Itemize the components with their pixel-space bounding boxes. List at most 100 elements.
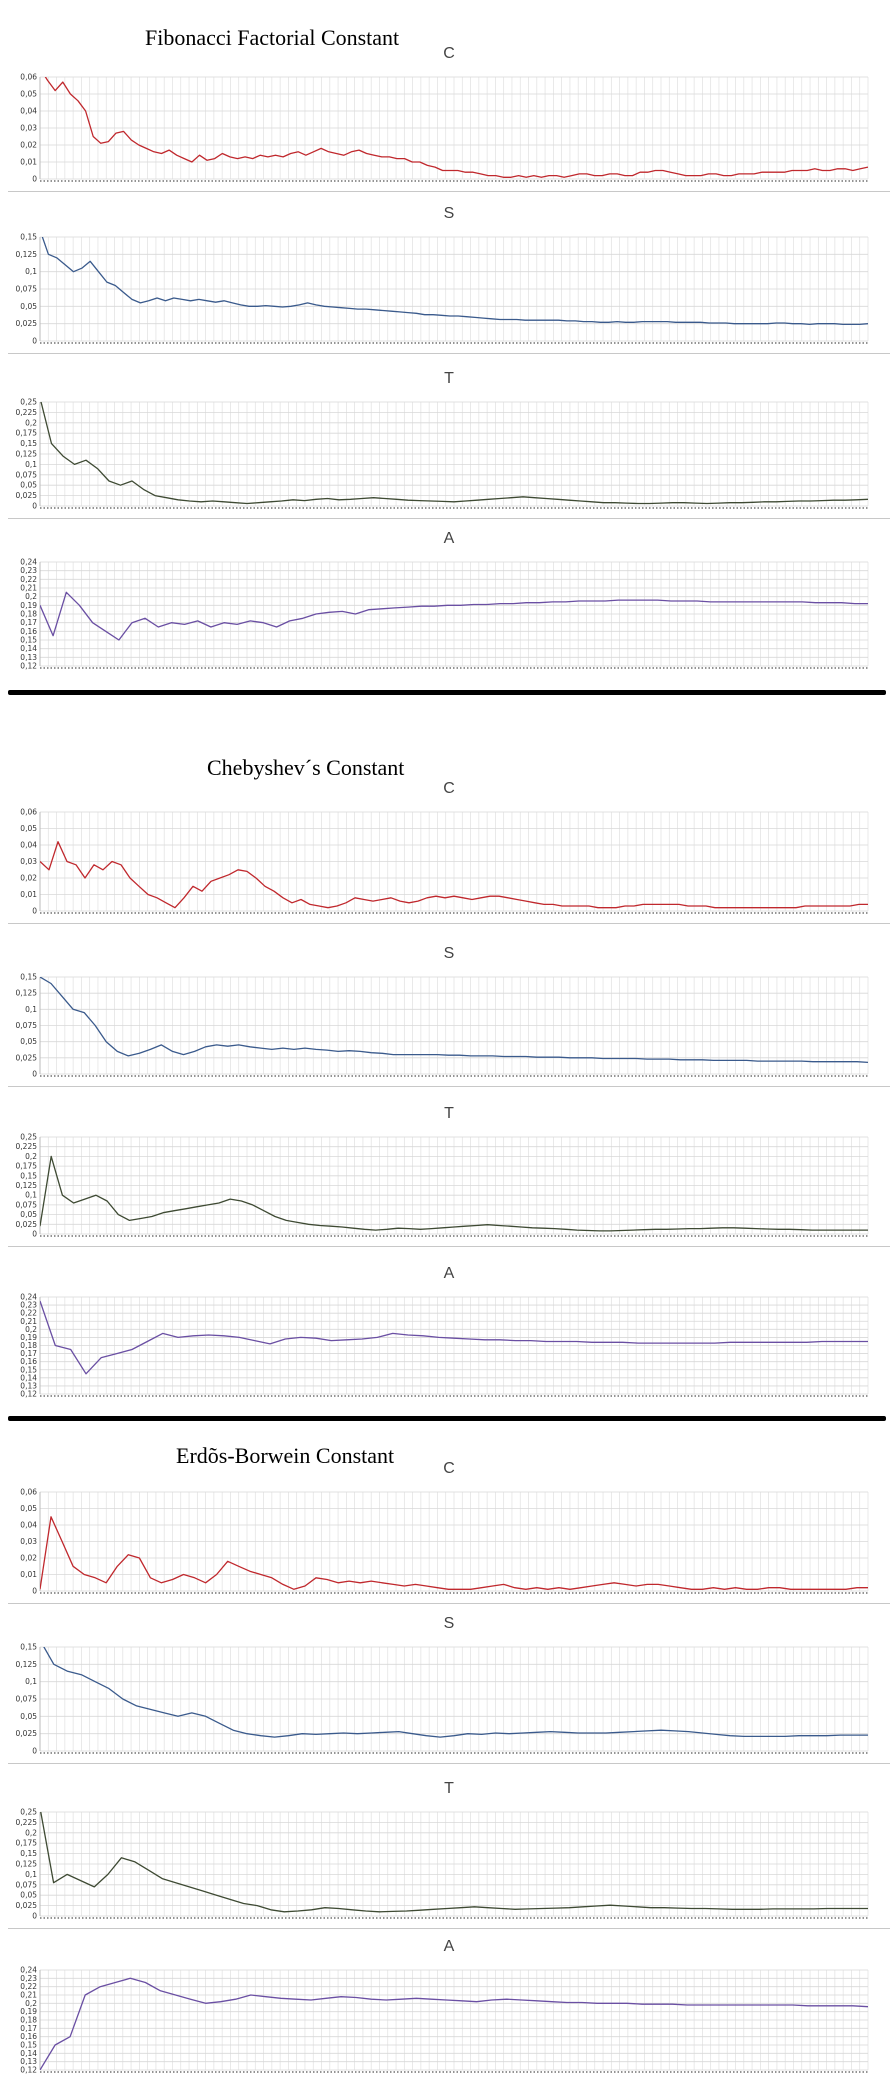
series-line [40,402,868,505]
y-tick-label: 0,1 [25,1870,37,1879]
y-tick-label: 0,125 [16,989,38,998]
y-tick-label: 0,05 [20,481,37,490]
line-chart: 00,0250,050,0750,10,1250,150,1750,20,225… [16,1808,869,1921]
panel-divider [8,191,890,192]
y-tick-label: 0,16 [20,2032,37,2041]
y-tick-label: 0,25 [20,1133,37,1142]
y-tick-label: 0,125 [16,1660,38,1669]
y-tick-label: 0,24 [20,1293,37,1302]
y-tick-label: 0,075 [16,285,38,294]
series-line [44,77,868,178]
y-tick-label: 0,12 [20,1390,37,1399]
y-tick-label: 0,24 [20,558,37,567]
y-tick-label: 0,025 [16,1901,38,1910]
chart-title: S [443,945,455,962]
y-tick-label: 0,15 [20,1643,37,1652]
y-tick-label: 0,02 [20,1554,37,1563]
panel-divider [8,1928,890,1929]
chart-panel-s: S 0 0,025 0,05 0,075 0,1 0,125 0,15 [8,205,890,355]
y-tick-label: 0,06 [20,808,37,817]
line-chart: 0,120,130,140,150,160,170,180,190,20,210… [20,558,869,671]
section-divider [8,1416,886,1421]
chart-title: S [443,205,455,222]
y-tick-label: 0,16 [20,627,37,636]
y-tick-label: 0,23 [20,1974,37,1983]
panel-divider [8,1603,890,1604]
y-tick-label: 0,23 [20,1301,37,1310]
y-tick-label: 0,075 [16,1695,38,1704]
series-line [40,1155,868,1232]
y-tick-label: 0,02 [20,141,37,150]
y-tick-label: 0,19 [20,2007,37,2016]
panel-divider [8,1246,890,1247]
y-tick-label: 0,2 [25,1828,37,1837]
y-tick-label: 0,16 [20,1357,37,1366]
y-tick-label: 0,25 [20,398,37,407]
y-tick-label: 0,025 [16,1729,38,1738]
y-tick-label: 0,06 [20,1488,37,1497]
y-tick-label: 0 [32,337,37,346]
chart-title: C [443,780,455,797]
series-line [40,1516,868,1590]
y-tick-label: 0 [32,1747,37,1756]
y-tick-label: 0,01 [20,890,37,899]
y-tick-label: 0,175 [16,1162,38,1171]
y-tick-label: 0,22 [20,1309,37,1318]
series-line [43,1647,868,1738]
y-tick-label: 0,05 [20,1037,37,1046]
y-tick-label: 0,025 [16,1220,38,1229]
y-tick-label: 0,1 [25,460,37,469]
y-tick-label: 0,1 [25,267,37,276]
section-title-fibonacci: Fibonacci Factorial Constant [145,25,400,50]
y-tick-label: 0,05 [20,1504,37,1513]
y-tick-label: 0,15 [20,439,37,448]
y-tick-label: 0,15 [20,1171,37,1180]
y-tick-label: 0,1 [25,1191,37,1200]
chart-panel-c: C 0 0,01 0,02 0,03 0,04 0,05 0,06 [8,1460,890,1605]
series-line [40,591,868,641]
chart-title: S [443,1615,455,1632]
y-tick-label: 0 [32,1070,37,1079]
chart-panel-a: A 0,12 0,13 0,14 0,15 0,16 0,17 0,18 0,19 0,2 0,21… [8,1265,890,1408]
chart-title: T [444,1780,454,1797]
y-tick-label: 0,04 [20,1521,37,1530]
y-tick-label: 0,04 [20,841,37,850]
line-chart: 00,0250,050,0750,10,1250,150,1750,20,225… [16,1133,869,1239]
series-line [40,1812,868,1913]
y-tick-label: 0,175 [16,429,38,438]
y-tick-label: 0,075 [16,470,38,479]
y-tick-label: 0,25 [20,1808,37,1817]
y-tick-label: 0,125 [16,1181,38,1190]
chart-panel-t: T 0 0,025 0,05 0,075 0,1 0,125 0,15 0,175 0,2 0,22… [8,1105,890,1248]
y-tick-label: 0,14 [20,2049,37,2058]
y-tick-label: 0,22 [20,575,37,584]
chart-title: C [443,1460,455,1477]
y-tick-label: 0,02 [20,874,37,883]
panel-divider [8,923,890,924]
chart-panel-s: S 0 0,025 0,05 0,075 0,1 0,125 0,15 [8,1615,890,1765]
chart-title: C [443,45,455,62]
y-tick-label: 0,05 [20,302,37,311]
section-divider [8,690,886,695]
panel-divider [8,518,890,519]
y-tick-label: 0 [32,1230,37,1239]
y-tick-label: 0,125 [16,450,38,459]
y-tick-label: 0,19 [20,601,37,610]
y-tick-label: 0,22 [20,1982,37,1991]
y-tick-label: 0,125 [16,1860,38,1869]
y-tick-label: 0,05 [20,824,37,833]
line-chart: 0 0,025 0,05 0,075 0,1 0,125 0,15 [16,233,869,346]
chart-title: T [444,370,454,387]
y-tick-label: 0,225 [16,1818,38,1827]
panel-divider [8,353,890,354]
y-tick-label: 0,12 [20,2066,37,2075]
y-tick-label: 0,1 [25,1677,37,1686]
chart-title: T [444,1105,454,1122]
y-tick-label: 0,13 [20,2057,37,2066]
y-tick-label: 0,01 [20,158,37,167]
chart-title: A [443,530,455,547]
y-tick-label: 0,06 [20,73,37,82]
y-tick-label: 0,13 [20,653,37,662]
y-tick-label: 0,03 [20,1537,37,1546]
y-tick-label: 0 [32,907,37,916]
